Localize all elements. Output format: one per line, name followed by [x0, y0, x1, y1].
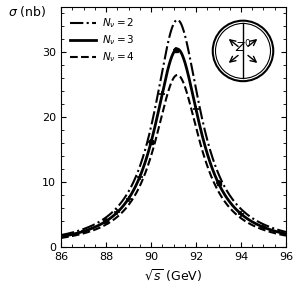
$N_\nu=2$ — [194, 84, 197, 88]
$N_\nu=4$ — [244, 220, 248, 223]
$N_\nu=4$ — [284, 234, 288, 237]
$N_\nu=2$ — [176, 18, 179, 22]
$N_\nu=3$ — [244, 216, 248, 219]
$N_\nu=3$ — [176, 47, 179, 51]
$N_\nu=3$ — [194, 105, 197, 108]
$N_\nu=4$ — [167, 86, 171, 90]
$N_\nu=4$ — [176, 73, 179, 77]
$N_\nu=2$ — [166, 41, 170, 45]
$N_\nu=2$ — [244, 212, 248, 215]
Line: $N_\nu=2$: $N_\nu=2$ — [61, 20, 286, 235]
Y-axis label: $\sigma$ (nb): $\sigma$ (nb) — [8, 4, 46, 19]
Line: $N_\nu=4$: $N_\nu=4$ — [61, 75, 286, 238]
$N_\nu=2$ — [182, 28, 185, 31]
$N_\nu=3$ — [59, 235, 63, 238]
Text: $Z^0$: $Z^0$ — [235, 38, 251, 55]
Line: $N_\nu=3$: $N_\nu=3$ — [61, 49, 286, 237]
$N_\nu=3$ — [166, 68, 170, 71]
$N_\nu=4$ — [59, 236, 63, 240]
$N_\nu=3$ — [279, 231, 283, 235]
$N_\nu=2$ — [59, 233, 63, 237]
$N_\nu=4$ — [166, 91, 170, 94]
$N_\nu=4$ — [279, 233, 283, 236]
$N_\nu=2$ — [279, 229, 283, 233]
$N_\nu=2$ — [167, 36, 171, 39]
$N_\nu=3$ — [167, 63, 171, 66]
X-axis label: $\sqrt{s}$ (GeV): $\sqrt{s}$ (GeV) — [144, 267, 202, 284]
$N_\nu=3$ — [284, 232, 288, 236]
$N_\nu=2$ — [284, 230, 288, 234]
Legend: $N_\nu=2$, $N_\nu=3$, $N_\nu=4$: $N_\nu=2$, $N_\nu=3$, $N_\nu=4$ — [66, 12, 139, 68]
$N_\nu=4$ — [194, 123, 197, 127]
$N_\nu=4$ — [182, 80, 185, 84]
$N_\nu=3$ — [182, 56, 185, 59]
